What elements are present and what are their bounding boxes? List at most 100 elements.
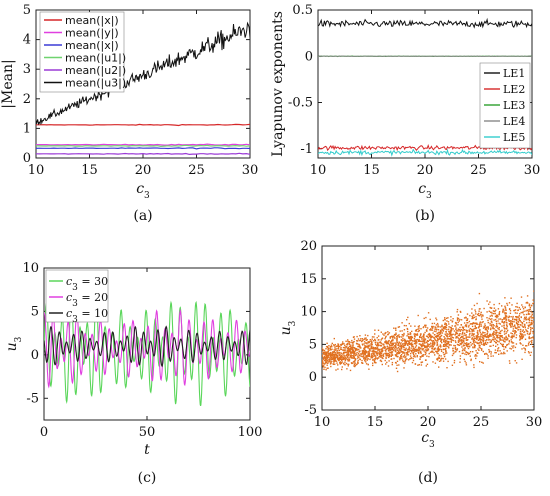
scatter-point bbox=[465, 324, 467, 326]
scatter-point bbox=[417, 325, 420, 328]
scatter-point bbox=[414, 333, 416, 335]
scatter-point bbox=[408, 337, 410, 339]
scatter-point bbox=[441, 332, 444, 334]
scatter-point bbox=[480, 336, 482, 338]
scatter-point bbox=[367, 334, 369, 337]
scatter-point bbox=[429, 329, 431, 331]
scatter-point bbox=[466, 339, 468, 341]
scatter-point bbox=[474, 337, 477, 340]
scatter-point bbox=[426, 347, 428, 349]
scatter-point bbox=[486, 353, 488, 355]
scatter-point bbox=[495, 345, 497, 347]
scatter-point bbox=[354, 347, 357, 350]
scatter-point bbox=[347, 360, 349, 362]
scatter-point bbox=[511, 337, 513, 339]
scatter-point bbox=[483, 344, 485, 346]
scatter-point bbox=[421, 354, 424, 356]
scatter-point bbox=[366, 359, 368, 361]
scatter-point bbox=[452, 318, 454, 320]
scatter-point bbox=[447, 360, 449, 363]
plot-area bbox=[36, 21, 250, 156]
scatter-point bbox=[456, 332, 458, 335]
scatter-point bbox=[409, 339, 411, 342]
scatter-point bbox=[371, 350, 374, 353]
scatter-point bbox=[510, 332, 512, 334]
scatter-point bbox=[331, 354, 333, 356]
scatter-point bbox=[336, 353, 338, 355]
scatter-point bbox=[510, 341, 513, 343]
scatter-point bbox=[337, 346, 340, 348]
scatter-point bbox=[482, 335, 485, 337]
scatter-point bbox=[395, 350, 397, 353]
y-tick-label: -1 bbox=[300, 142, 313, 157]
scatter-point bbox=[520, 343, 522, 345]
scatter-point bbox=[459, 326, 461, 329]
scatter-point bbox=[508, 340, 510, 342]
scatter-point bbox=[471, 331, 473, 333]
scatter-point bbox=[433, 344, 435, 346]
scatter-point bbox=[524, 334, 526, 336]
scatter-point bbox=[506, 338, 509, 340]
scatter-point bbox=[343, 358, 345, 361]
legend-box bbox=[39, 11, 125, 93]
scatter-point bbox=[495, 309, 497, 311]
scatter-point bbox=[508, 343, 510, 345]
scatter-point bbox=[426, 345, 429, 348]
scatter-point bbox=[371, 336, 374, 338]
scatter-point bbox=[477, 332, 479, 335]
scatter-point bbox=[324, 354, 327, 356]
scatter-point bbox=[517, 320, 519, 323]
scatter-point bbox=[513, 325, 516, 327]
scatter-point bbox=[447, 317, 449, 319]
scatter-point bbox=[380, 339, 382, 341]
scatter-point bbox=[358, 339, 360, 342]
scatter-point bbox=[522, 306, 524, 308]
scatter-point bbox=[328, 354, 330, 356]
scatter-point bbox=[371, 341, 373, 344]
scatter-point bbox=[344, 361, 346, 363]
scatter-point bbox=[451, 325, 453, 327]
scatter-point bbox=[507, 329, 509, 332]
scatter-point bbox=[353, 351, 355, 354]
scatter-point bbox=[414, 346, 417, 348]
scatter-point bbox=[424, 325, 426, 327]
scatter-point bbox=[440, 358, 442, 360]
scatter-point bbox=[322, 348, 324, 351]
scatter-point bbox=[444, 343, 446, 345]
scatter-point bbox=[411, 340, 414, 342]
scatter-point bbox=[353, 351, 356, 354]
scatter-point bbox=[440, 330, 443, 332]
scatter-point bbox=[436, 350, 438, 353]
scatter-point bbox=[340, 356, 342, 358]
scatter-point bbox=[465, 329, 467, 331]
scatter-point bbox=[528, 304, 530, 307]
scatter-point bbox=[427, 344, 429, 346]
scatter-point bbox=[394, 327, 397, 330]
scatter-point bbox=[450, 319, 452, 321]
scatter-point bbox=[494, 312, 496, 315]
scatter-point bbox=[375, 356, 377, 358]
scatter-point bbox=[462, 340, 465, 342]
scatter-point bbox=[460, 319, 463, 321]
scatter-point bbox=[381, 338, 383, 340]
scatter-point bbox=[494, 351, 496, 354]
scatter-point bbox=[516, 302, 518, 305]
scatter-point bbox=[395, 338, 398, 340]
scatter-point bbox=[385, 340, 387, 342]
scatter-point bbox=[399, 330, 401, 332]
scatter-point bbox=[401, 334, 403, 336]
scatter-point bbox=[485, 339, 487, 342]
scatter-point bbox=[335, 356, 338, 358]
scatter-point bbox=[352, 362, 354, 364]
scatter-point bbox=[371, 338, 373, 340]
scatter-point bbox=[510, 326, 512, 328]
scatter-point bbox=[496, 331, 498, 334]
scatter-point bbox=[365, 339, 367, 341]
scatter-point bbox=[471, 337, 474, 339]
scatter-point bbox=[349, 351, 351, 353]
scatter-point bbox=[496, 343, 499, 346]
scatter-point bbox=[430, 336, 432, 338]
scatter-point bbox=[478, 292, 481, 295]
scatter-point bbox=[435, 319, 438, 321]
scatter-point bbox=[442, 351, 444, 354]
